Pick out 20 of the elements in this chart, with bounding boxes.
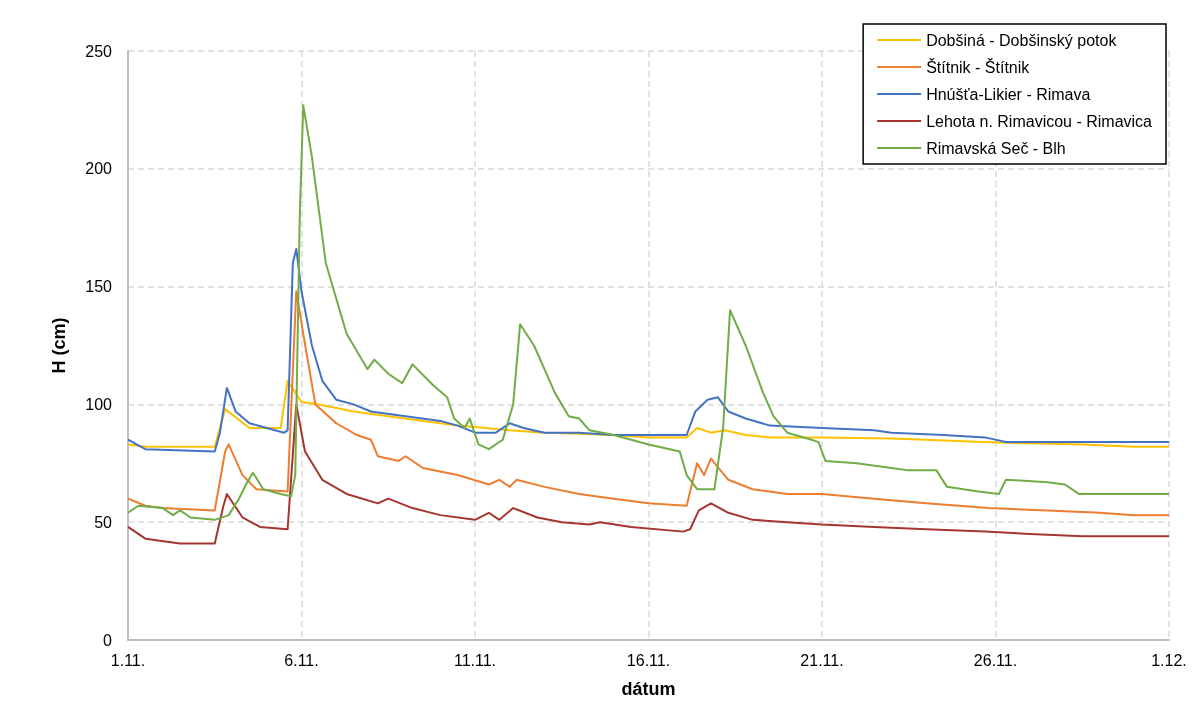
- x-tick-label: 1.12.: [1151, 651, 1187, 669]
- x-tick-label: 6.11.: [284, 651, 319, 669]
- x-tick-label: 1.11.: [110, 651, 146, 669]
- x-axis-title: dátum: [621, 679, 676, 699]
- legend-label: Hnúšťa-Likier - Rimava: [926, 85, 1091, 103]
- legend-label: Lehota n. Rimavicou - Rimavica: [926, 112, 1153, 130]
- y-tick-label: 250: [85, 42, 113, 60]
- x-tick-label: 26.11.: [973, 651, 1018, 669]
- legend-label: Štítnik - Štítnik: [926, 57, 1031, 76]
- legend-label: Dobšiná - Dobšinský potok: [926, 31, 1118, 49]
- y-axis-title: H (cm): [49, 317, 69, 374]
- legend-label: Rimavská Seč - Blh: [926, 139, 1066, 157]
- x-tick-label: 11.11.: [453, 651, 497, 669]
- y-tick-label: 0: [103, 631, 113, 649]
- y-tick-label: 50: [94, 513, 113, 531]
- x-tick-label: 16.11.: [626, 651, 671, 669]
- x-tick-label: 21.11.: [800, 651, 844, 669]
- y-tick-label: 200: [85, 160, 113, 178]
- y-tick-label: 150: [85, 278, 113, 296]
- y-tick-label: 100: [85, 395, 113, 413]
